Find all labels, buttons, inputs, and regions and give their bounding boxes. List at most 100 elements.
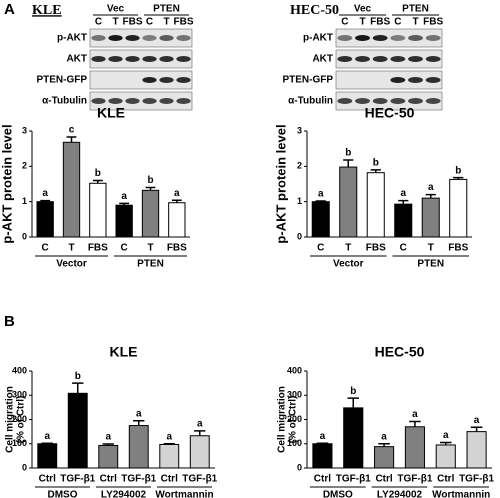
- significance-letter: a: [381, 431, 387, 442]
- group-label: DMSO: [48, 490, 78, 498]
- y-axis-label: p-AKT protein level: [0, 124, 14, 243]
- blot-band: [159, 98, 174, 104]
- x-tick-label: FBS: [88, 243, 108, 254]
- significance-letter: a: [197, 419, 203, 430]
- blot-lane: T: [112, 17, 118, 28]
- blot-band: [91, 56, 106, 62]
- y-tick-label: 0: [22, 462, 27, 472]
- bar: [449, 178, 468, 238]
- x-tick-label: Ctrl: [39, 474, 56, 485]
- y-axis-label: Cell migration: [277, 386, 288, 453]
- blot-band: [142, 35, 157, 41]
- significance-letter: a: [174, 188, 180, 199]
- y-tick-label: 100: [287, 438, 302, 448]
- blot-strip: [89, 70, 193, 90]
- blot-group: Vec: [354, 4, 372, 15]
- blot-band: [355, 98, 370, 104]
- error-bar: [92, 179, 103, 184]
- significance-letter: a: [400, 188, 406, 199]
- bar: [374, 446, 395, 469]
- blot-group: Vec: [107, 4, 125, 15]
- y-tick-label: 1: [22, 196, 27, 206]
- y-tick-label: 0: [297, 462, 302, 472]
- blot-lane: T: [359, 17, 365, 28]
- blot-band: [125, 56, 140, 62]
- y-tick-label: 1: [297, 196, 302, 206]
- blot-lane: C: [394, 17, 401, 28]
- blot-band: [176, 35, 191, 41]
- bar: [89, 182, 107, 238]
- blot-band: [142, 56, 157, 62]
- group-label: Vector: [333, 259, 364, 270]
- significance-letter: a: [443, 430, 449, 441]
- blot-band: [425, 56, 441, 62]
- blot-band: [408, 35, 423, 41]
- blot-band: [425, 77, 441, 83]
- blot-strip: [89, 49, 193, 69]
- x-tick-label: FBS: [366, 243, 386, 254]
- error-bar: [145, 186, 156, 191]
- error-bar: [440, 441, 452, 445]
- significance-letter: b: [345, 148, 351, 159]
- group-label: LY294002: [377, 490, 423, 498]
- chart-title: KLE: [110, 344, 138, 360]
- y-axis-label: Cell migration: [5, 386, 16, 453]
- y-axis-label: p-AKT protein level: [273, 124, 288, 243]
- bar: [141, 189, 160, 238]
- y-tick-label: 300: [12, 390, 27, 400]
- blot-band: [337, 56, 353, 62]
- error-bar: [171, 199, 182, 203]
- blot-band: [425, 35, 441, 41]
- blot-row-label: PTEN-GFP: [282, 75, 333, 86]
- blot-strip: [89, 28, 193, 48]
- significance-letter: a: [166, 431, 172, 442]
- error-bar: [370, 169, 381, 173]
- blot-band: [372, 98, 388, 104]
- x-tick-label: C: [121, 243, 128, 254]
- y-tick-label: 200: [12, 414, 27, 424]
- significance-letter: b: [455, 165, 461, 176]
- error-bar: [315, 200, 326, 202]
- blot-row-label: α-Tubulin: [42, 96, 87, 107]
- significance-letter: a: [44, 431, 50, 442]
- blot-band: [176, 77, 191, 83]
- significance-letter: b: [373, 158, 379, 169]
- y-axis-label: (% of Ctrl): [16, 396, 27, 444]
- x-tick-label: T: [428, 243, 434, 254]
- bar: [311, 201, 330, 238]
- blot-band: [159, 56, 174, 62]
- error-bar: [409, 420, 421, 427]
- group-label: Wortmannin: [155, 490, 213, 498]
- blot-band: [142, 77, 157, 83]
- blot-lane: FBS: [123, 17, 143, 28]
- error-bar: [194, 430, 206, 436]
- blot-band: [91, 35, 106, 41]
- bar: [98, 444, 119, 469]
- x-tick-label: Ctrl: [161, 474, 178, 485]
- bar: [339, 166, 358, 238]
- bar: [312, 443, 333, 469]
- blot-strip: [335, 49, 443, 69]
- error-bar: [133, 419, 145, 426]
- bar: [421, 197, 440, 238]
- group-label: PTEN: [137, 259, 164, 270]
- blot-group: PTEN: [153, 4, 180, 15]
- blot-band: [408, 56, 423, 62]
- blot-band: [337, 35, 353, 41]
- blot-lane: FBS: [174, 17, 194, 28]
- error-bar: [347, 397, 359, 408]
- error-bar: [343, 159, 354, 168]
- blot-band: [176, 98, 191, 104]
- bar: [343, 407, 364, 469]
- blot-band: [159, 77, 174, 83]
- significance-letter: a: [136, 408, 142, 419]
- x-tick-label: T: [345, 243, 351, 254]
- significance-letter: a: [318, 189, 324, 200]
- error-bar: [163, 443, 175, 445]
- blot-band: [355, 56, 370, 62]
- group-label: LY294002: [101, 490, 147, 498]
- blot-title: HEC-50: [290, 3, 339, 18]
- x-tick-label: TGF-β1: [60, 474, 95, 485]
- blot-row-label: AKT: [312, 54, 333, 65]
